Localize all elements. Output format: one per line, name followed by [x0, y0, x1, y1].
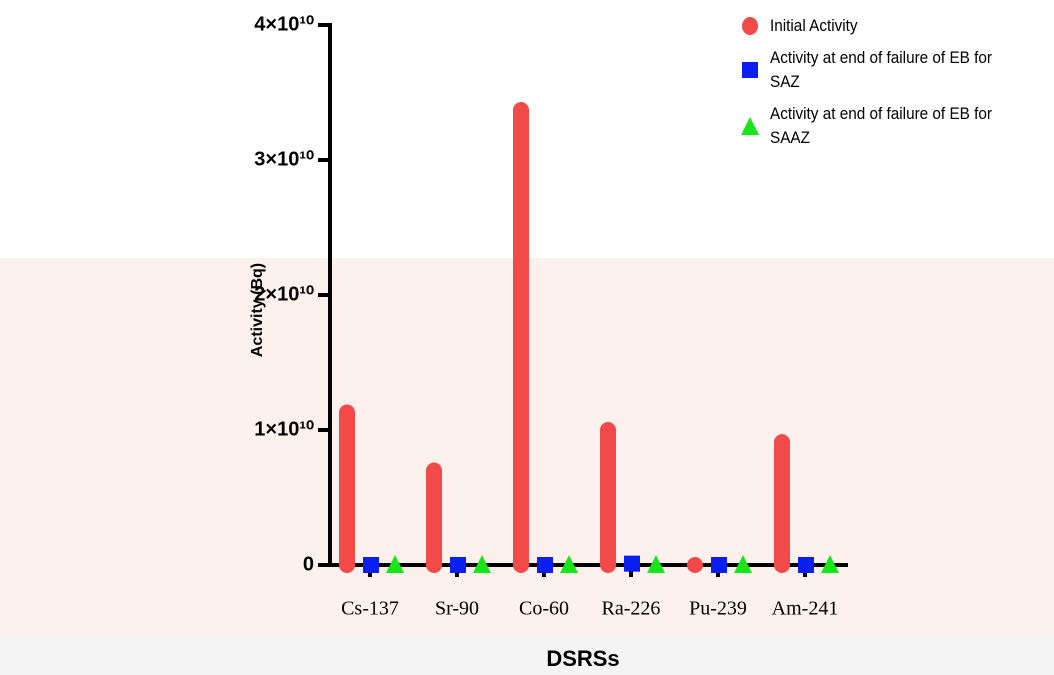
x-tick-label: Co-60: [519, 598, 569, 620]
x-tick-label: Cs-137: [341, 598, 399, 620]
square-marker: [624, 556, 640, 572]
legend-item: Activity at end of failure of EB for SAZ: [730, 46, 1050, 94]
legend-label: Activity at end of failure of EB for SAA…: [770, 102, 995, 150]
square-marker: [798, 557, 814, 573]
y-tick-label: 1×10¹⁰: [254, 418, 314, 440]
page: {"chart_data": {"type": "dot", "x_label"…: [0, 0, 1054, 675]
legend-symbol: [730, 16, 770, 36]
legend-label: Activity at end of failure of EB for SAZ: [770, 46, 1013, 94]
square-marker: [537, 557, 553, 573]
background-band: [0, 636, 1054, 675]
y-axis-label: Activity (Bq): [249, 263, 266, 357]
y-tick-label: 4×10¹⁰: [254, 13, 314, 35]
square-marker: [450, 557, 466, 573]
legend-symbol: [730, 60, 770, 80]
y-tick-label: 3×10¹⁰: [254, 148, 314, 170]
legend-label: Initial Activity: [770, 14, 1013, 38]
y-tick-label: 2×10¹⁰: [254, 283, 314, 305]
legend-item: Initial Activity: [730, 14, 1050, 38]
x-tick-label: Pu-239: [689, 598, 747, 620]
legend-item: Activity at end of failure of EB for SAA…: [730, 102, 1050, 150]
legend-symbol: [730, 116, 770, 136]
x-tick-label: Am-241: [772, 598, 839, 620]
legend: Initial Activity Activity at end of failu…: [730, 14, 1050, 158]
square-marker: [711, 557, 727, 573]
x-tick-label: Ra-226: [602, 598, 661, 620]
x-axis-label: DSRSs: [546, 646, 619, 671]
x-tick-label: Sr-90: [435, 598, 479, 620]
square-marker: [363, 557, 379, 573]
y-tick-label: 0: [303, 553, 314, 575]
